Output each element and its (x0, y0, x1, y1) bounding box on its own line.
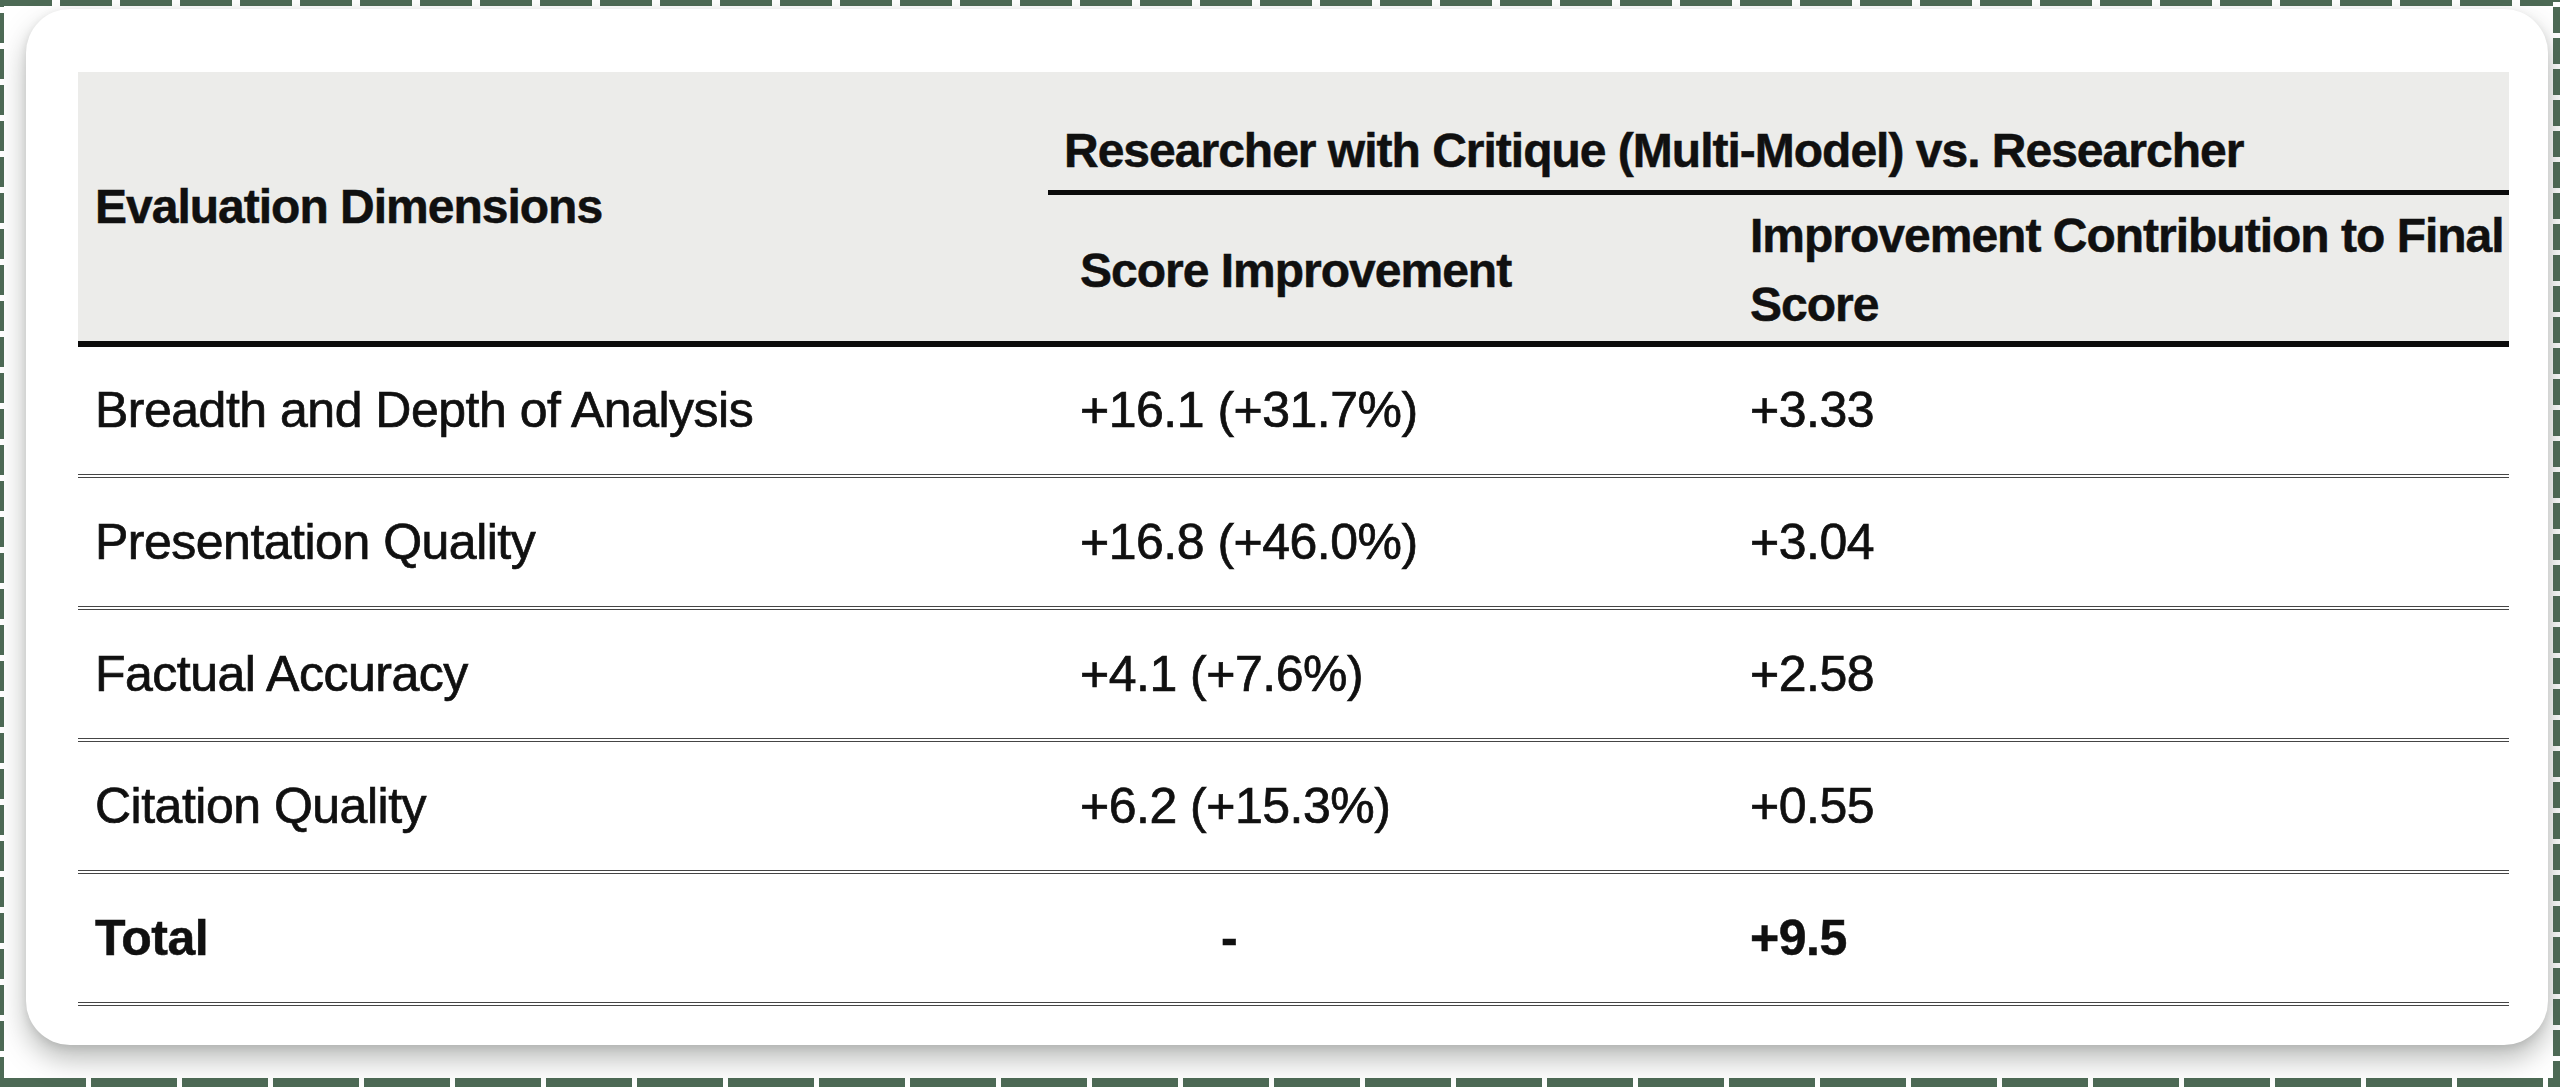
row-contribution: +3.04 (1720, 476, 2509, 608)
table-row: Citation Quality +6.2 (+15.3%) +0.55 (78, 740, 2509, 872)
row-contribution: +9.5 (1720, 872, 2509, 1004)
table-body: Breadth and Depth of Analysis +16.1 (+31… (78, 344, 2509, 1004)
evaluation-table: Evaluation Dimensions Researcher with Cr… (78, 72, 2509, 1006)
row-dimension: Presentation Quality (78, 476, 1048, 608)
table-row-total: Total - +9.5 (78, 872, 2509, 1004)
content-card: Evaluation Dimensions Researcher with Cr… (26, 9, 2548, 1045)
table-row: Breadth and Depth of Analysis +16.1 (+31… (78, 344, 2509, 476)
score-improvement-header: Score Improvement (1048, 192, 1720, 344)
row-score-improvement: +6.2 (+15.3%) (1048, 740, 1720, 872)
group-column-header: Researcher with Critique (Multi-Model) v… (1048, 72, 2509, 192)
table-row: Factual Accuracy +4.1 (+7.6%) +2.58 (78, 608, 2509, 740)
row-contribution: +0.55 (1720, 740, 2509, 872)
screenshot-background: Evaluation Dimensions Researcher with Cr… (0, 0, 2560, 1087)
row-contribution: +3.33 (1720, 344, 2509, 476)
green-edge-bottom (0, 1078, 2560, 1087)
table-header: Evaluation Dimensions Researcher with Cr… (78, 72, 2509, 344)
green-edge-right (2553, 0, 2560, 1087)
row-score-improvement: +16.1 (+31.7%) (1048, 344, 1720, 476)
comparison-table: Evaluation Dimensions Researcher with Cr… (78, 72, 2509, 1006)
green-edge-top (0, 0, 2560, 6)
row-score-improvement: - (1048, 872, 1720, 1004)
table-row: Presentation Quality +16.8 (+46.0%) +3.0… (78, 476, 2509, 608)
row-score-improvement: +4.1 (+7.6%) (1048, 608, 1720, 740)
row-dimension: Factual Accuracy (78, 608, 1048, 740)
green-edge-left (0, 0, 4, 1087)
dimension-column-header: Evaluation Dimensions (78, 72, 1048, 344)
row-contribution: +2.58 (1720, 608, 2509, 740)
improvement-contribution-header: Improvement Contribution to Final Score (1720, 192, 2509, 344)
group-header-row: Evaluation Dimensions Researcher with Cr… (78, 72, 2509, 192)
row-dimension: Citation Quality (78, 740, 1048, 872)
row-dimension: Total (78, 872, 1048, 1004)
row-score-improvement: +16.8 (+46.0%) (1048, 476, 1720, 608)
row-dimension: Breadth and Depth of Analysis (78, 344, 1048, 476)
